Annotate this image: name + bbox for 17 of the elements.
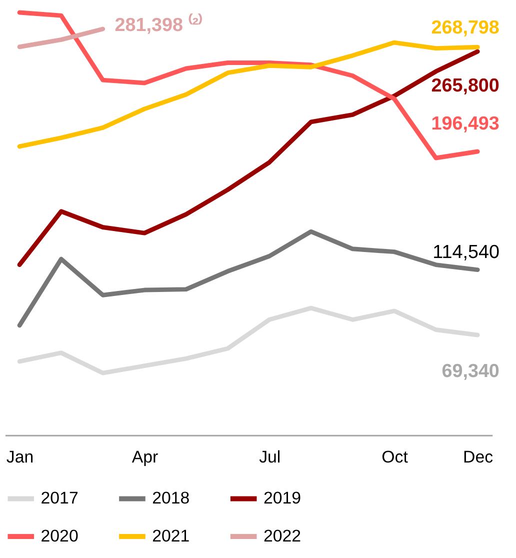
x-tick-label: Jul [259, 447, 281, 466]
legend-label: 2017 [40, 488, 78, 508]
legend-label: 2021 [152, 526, 190, 546]
x-tick-label: Oct [382, 447, 408, 466]
legend-label: 2022 [263, 526, 302, 546]
data-label: 281,398 ⁽²⁾ [114, 12, 203, 36]
x-tick-label: Jan [6, 447, 34, 466]
data-label: 69,340 [442, 360, 500, 382]
data-label: 268,798 [431, 17, 500, 38]
legend-label: 2018 [152, 488, 190, 508]
data-label: 114,540 [432, 242, 500, 263]
legend-label: 2020 [40, 526, 78, 546]
data-label: 265,800 [431, 75, 500, 96]
legend-label: 2019 [263, 488, 302, 508]
x-tick-label: Apr [132, 447, 158, 466]
x-tick-label: Dec [463, 447, 494, 466]
data-label: 196,493 [431, 114, 500, 135]
